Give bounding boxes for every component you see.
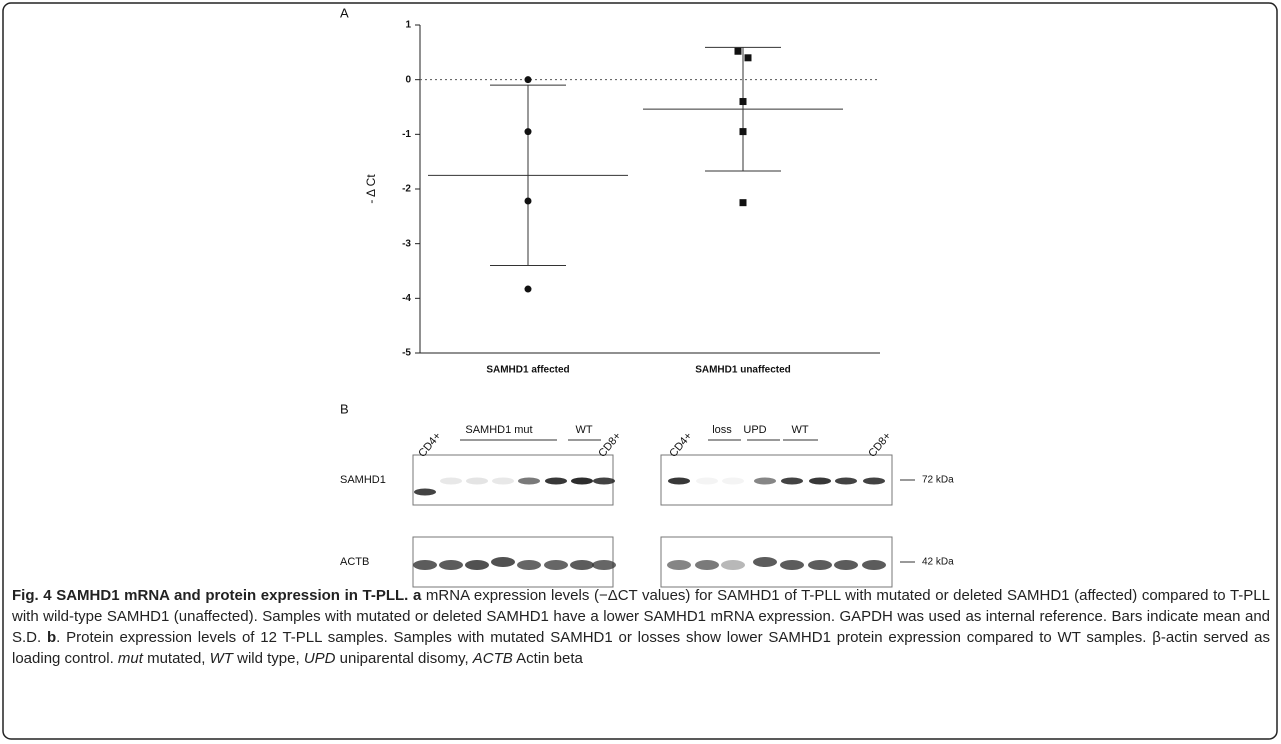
band — [571, 477, 593, 485]
band — [414, 488, 436, 496]
band — [544, 560, 568, 570]
caption-text: . Protein expression levels of 12 T-PLL … — [12, 629, 1271, 667]
lane-label: UPD — [743, 424, 766, 436]
lane-label: SAMHD1 mut — [465, 424, 532, 436]
band — [695, 560, 719, 570]
point — [739, 199, 747, 207]
caption: Fig. 4 SAMHD1 mRNA and protein expressio… — [12, 585, 1270, 669]
band — [809, 477, 831, 485]
point — [734, 47, 742, 55]
lane-label: loss — [712, 424, 732, 436]
caption-text: mut — [117, 650, 143, 667]
band — [592, 560, 616, 570]
blot-box — [660, 454, 893, 506]
y-tick-label: -3 — [402, 238, 411, 249]
band — [835, 477, 857, 485]
band — [465, 560, 489, 570]
band — [754, 477, 776, 485]
band — [696, 477, 718, 485]
band — [781, 477, 803, 485]
caption-text: a — [412, 587, 422, 604]
caption-text: wild type, — [232, 650, 304, 667]
point — [739, 98, 747, 106]
point — [524, 285, 532, 293]
band — [492, 477, 514, 485]
point — [524, 76, 532, 84]
band — [491, 557, 515, 567]
x-tick-label: SAMHD1 unaffected — [695, 365, 791, 376]
caption-text: Fig. 4 SAMHD1 mRNA and protein expressio… — [12, 587, 409, 604]
y-axis-label: - Δ Ct — [364, 174, 378, 204]
row-label: ACTB — [340, 556, 369, 568]
band — [863, 477, 885, 485]
caption-text: mutated, — [142, 650, 210, 667]
band — [862, 560, 886, 570]
band — [439, 560, 463, 570]
caption-text: mRNA expression levels (−ΔCT values) for… — [12, 587, 1270, 646]
band — [466, 477, 488, 485]
band — [780, 560, 804, 570]
lane-label: WT — [791, 424, 808, 436]
point — [744, 54, 752, 62]
y-tick-label: -1 — [402, 129, 411, 140]
y-tick-label: 1 — [405, 20, 411, 31]
band — [545, 477, 567, 485]
point — [739, 128, 747, 136]
caption-text: WT — [209, 650, 233, 667]
band — [668, 477, 690, 485]
band — [440, 477, 462, 485]
band — [667, 560, 691, 570]
band — [721, 560, 745, 570]
band — [753, 557, 777, 567]
y-tick-label: 0 — [405, 74, 411, 85]
y-tick-label: -4 — [402, 293, 411, 304]
band — [413, 560, 437, 570]
point — [524, 128, 532, 136]
x-tick-label: SAMHD1 affected — [486, 365, 569, 376]
caption-text: Actin beta — [512, 650, 583, 667]
blot-box — [660, 536, 893, 588]
row-label: SAMHD1 — [340, 474, 386, 486]
size-label: 72 kDa — [922, 475, 954, 486]
panel-label: B — [340, 401, 349, 416]
y-tick-label: -2 — [402, 184, 411, 195]
y-tick-label: -5 — [402, 348, 411, 359]
size-label: 42 kDa — [922, 557, 954, 568]
caption-text: ACTB — [472, 650, 513, 667]
band — [722, 477, 744, 485]
band — [518, 477, 540, 485]
lane-label: WT — [575, 424, 592, 436]
point — [524, 197, 532, 205]
caption-text: b — [46, 629, 57, 646]
caption-text: UPD — [303, 650, 336, 667]
band — [593, 477, 615, 485]
band — [834, 560, 858, 570]
panel-label: A — [340, 5, 349, 20]
caption-text: uniparental disomy, — [335, 650, 473, 667]
band — [517, 560, 541, 570]
band — [808, 560, 832, 570]
band — [570, 560, 594, 570]
